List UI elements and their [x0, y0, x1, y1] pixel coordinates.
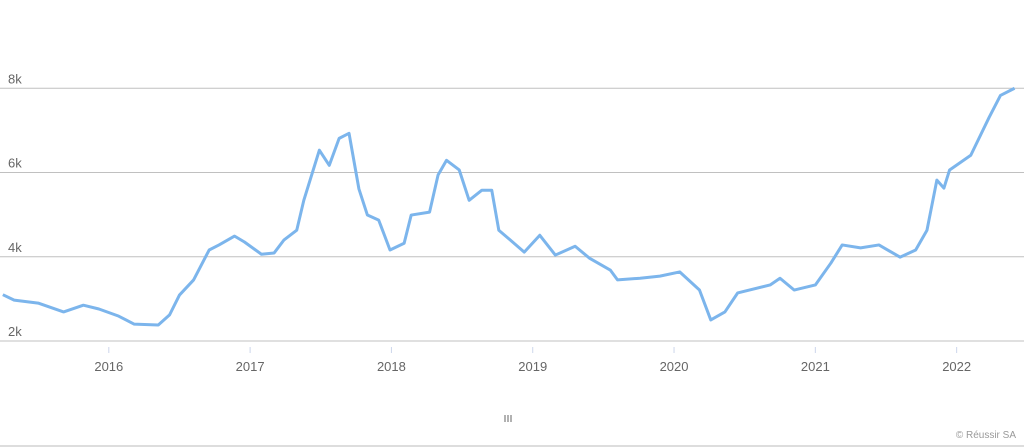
y-tick-label: 2k [8, 324, 22, 339]
x-tick-label: 2018 [377, 359, 406, 374]
x-tick-label: 2020 [660, 359, 689, 374]
x-tick-label: 2017 [236, 359, 265, 374]
y-tick-label: 6k [8, 156, 22, 171]
y-tick-label: 4k [8, 240, 22, 255]
x-tick-label: 2016 [94, 359, 123, 374]
x-tick-label: 2022 [942, 359, 971, 374]
scroll-handle[interactable] [504, 415, 512, 422]
y-tick-label: 8k [8, 71, 22, 86]
x-tick-label: 2021 [801, 359, 830, 374]
line [2, 86, 1016, 327]
x-tick-label: 2019 [518, 359, 547, 374]
credits: © Réussir SA [956, 430, 1016, 441]
